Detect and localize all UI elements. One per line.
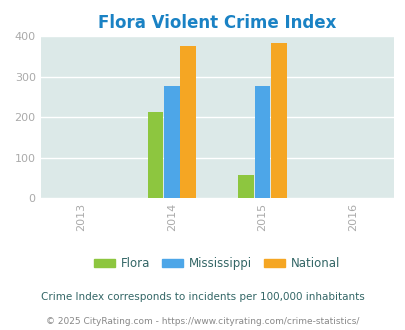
Bar bbox=[271, 43, 286, 198]
Legend: Flora, Mississippi, National: Flora, Mississippi, National bbox=[89, 252, 345, 275]
Text: © 2025 CityRating.com - https://www.cityrating.com/crime-statistics/: © 2025 CityRating.com - https://www.city… bbox=[46, 317, 359, 326]
Bar bbox=[147, 112, 163, 198]
Bar bbox=[164, 85, 179, 198]
Bar bbox=[238, 175, 253, 198]
Title: Flora Violent Crime Index: Flora Violent Crime Index bbox=[98, 14, 336, 32]
Bar bbox=[254, 86, 270, 198]
Bar bbox=[180, 46, 196, 198]
Text: Crime Index corresponds to incidents per 100,000 inhabitants: Crime Index corresponds to incidents per… bbox=[41, 292, 364, 302]
